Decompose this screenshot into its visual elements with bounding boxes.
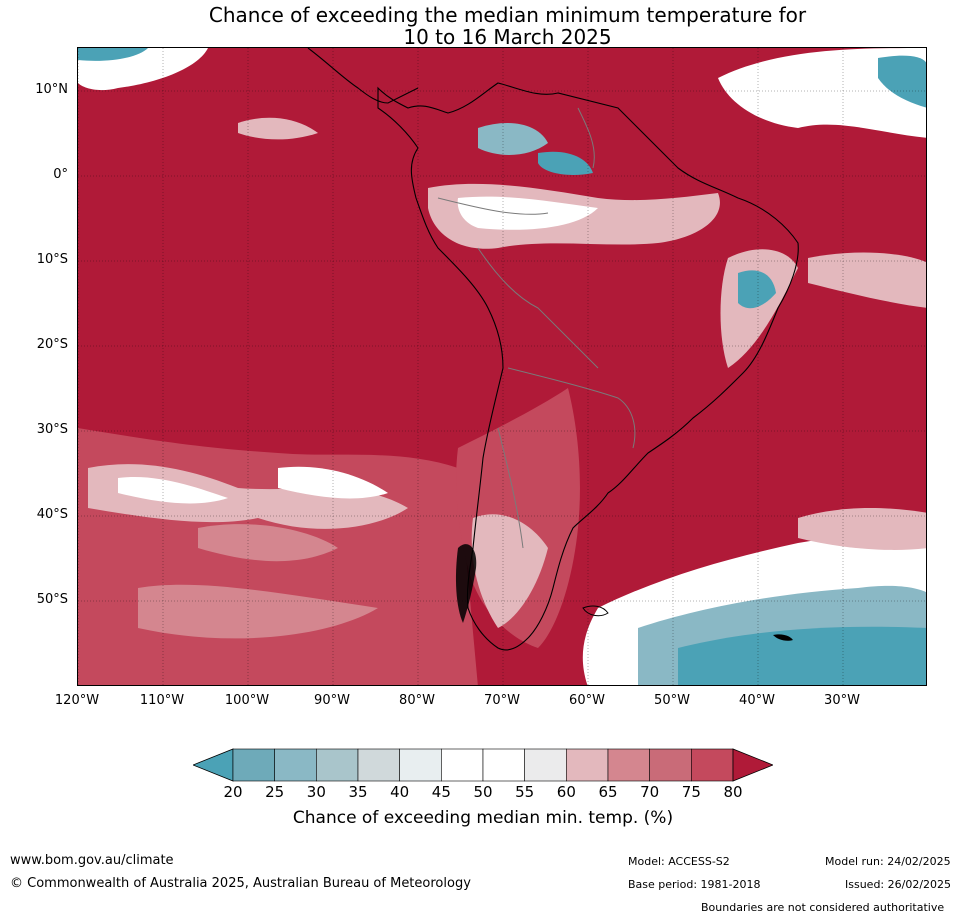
- colorbar-tick-label: 65: [598, 783, 618, 801]
- chilean-archipelago: [455, 544, 477, 623]
- country-borders: [437, 107, 636, 549]
- colorbar-tick-label: 45: [431, 783, 451, 801]
- lon-label-90w: 90°W: [314, 693, 350, 708]
- map-panel: [77, 47, 927, 686]
- colorbar-segment: [607, 748, 650, 782]
- colorbar-tick-label: 60: [556, 783, 576, 801]
- lon-label-100w: 100°W: [224, 693, 270, 708]
- colorbar-tick-label: 55: [515, 783, 535, 801]
- south-america-coastline: [377, 82, 799, 651]
- colorbar-segment: [441, 748, 484, 782]
- lon-label-80w: 80°W: [399, 693, 435, 708]
- region-ne-cold: [878, 55, 926, 108]
- colorbar-segment: [399, 748, 442, 782]
- lat-label-10n: 10°N: [35, 82, 68, 97]
- region-south-pacific-pale: [88, 464, 408, 529]
- colorbar-tick-label: 50: [473, 783, 493, 801]
- region-guiana-cold: [538, 151, 593, 175]
- region-south-atlantic-cold: [678, 626, 926, 685]
- colorbar-tick-label: 30: [306, 783, 326, 801]
- colorbar-tick-label: 80: [723, 783, 743, 801]
- title-line-1: Chance of exceeding the median minimum t…: [208, 3, 807, 27]
- central-america-coastline: [307, 48, 419, 104]
- colorbar-segment: [232, 748, 275, 782]
- colorbar-extend-high: [732, 748, 773, 782]
- footer-copyright: © Commonwealth of Australia 2025, Austra…: [10, 876, 471, 891]
- lat-label-50s: 50°S: [36, 592, 68, 607]
- footer-model-run: Model run: 24/02/2025: [825, 855, 951, 868]
- region-pacific-pale-patch: [238, 117, 318, 140]
- lat-label-40s: 40°S: [36, 507, 68, 522]
- colorbar-segment: [274, 748, 317, 782]
- region-south-pacific-white-2: [278, 466, 388, 499]
- colorbar-tick-label: 25: [265, 783, 285, 801]
- lon-label-110w: 110°W: [139, 693, 185, 708]
- lat-label-20s: 20°S: [36, 337, 68, 352]
- colorbar-segment: [524, 748, 567, 782]
- footer-model: Model: ACCESS-S2: [628, 855, 730, 868]
- graticule: [78, 48, 926, 685]
- title-line-2: 10 to 16 March 2025: [403, 25, 612, 49]
- lon-label-50w: 50°W: [654, 693, 690, 708]
- region-south-pacific-mild: [198, 524, 338, 562]
- region-east-atlantic-pale: [808, 252, 926, 308]
- region-patagonia-pale: [471, 514, 548, 628]
- lat-label-0: 0°: [53, 167, 68, 182]
- region-nw-cold: [78, 48, 148, 61]
- temperature-map: [78, 48, 926, 685]
- colorbar-tick-label: 20: [223, 783, 243, 801]
- chart-title: Chance of exceeding the median minimum t…: [0, 4, 965, 48]
- colorbar-segment: [566, 748, 609, 782]
- lon-label-40w: 40°W: [739, 693, 775, 708]
- south-georgia: [773, 634, 793, 641]
- colorbar: [193, 748, 773, 782]
- lat-label-30s: 30°S: [36, 422, 68, 437]
- lat-label-10s: 10°S: [36, 252, 68, 267]
- colorbar-segment: [316, 748, 359, 782]
- region-south-pacific-white: [118, 477, 228, 504]
- region-amazon-white: [457, 196, 598, 230]
- colorbar-title: Chance of exceeding median min. temp. (%…: [292, 808, 674, 828]
- footer-website: www.bom.gov.au/climate: [10, 853, 174, 868]
- colorbar-tick-label: 35: [348, 783, 368, 801]
- colorbar-segment: [691, 748, 734, 782]
- lon-label-30w: 30°W: [824, 693, 860, 708]
- lon-label-120w: 120°W: [54, 693, 100, 708]
- colorbar-segment: [649, 748, 692, 782]
- footer-disclaimer: Boundaries are not considered authoritat…: [701, 901, 945, 914]
- lon-label-60w: 60°W: [569, 693, 605, 708]
- region-ne-neutral: [718, 48, 926, 138]
- colorbar-extend-low: [193, 748, 234, 782]
- falkland-islands: [582, 605, 609, 617]
- footer-base-period: Base period: 1981-2018: [628, 878, 761, 891]
- colorbar-tick-label: 70: [640, 783, 660, 801]
- region-north-cool: [478, 123, 548, 155]
- colorbar-tick-label: 40: [390, 783, 410, 801]
- colorbar-tick-label: 75: [681, 783, 701, 801]
- colorbar-segment: [482, 748, 525, 782]
- footer-issued: Issued: 26/02/2025: [845, 878, 952, 891]
- region-far-south-mild: [138, 584, 378, 639]
- region-brazil-cold: [738, 270, 776, 309]
- lon-label-70w: 70°W: [484, 693, 520, 708]
- colorbar-segment: [357, 748, 400, 782]
- region-atlantic-pale: [798, 508, 926, 550]
